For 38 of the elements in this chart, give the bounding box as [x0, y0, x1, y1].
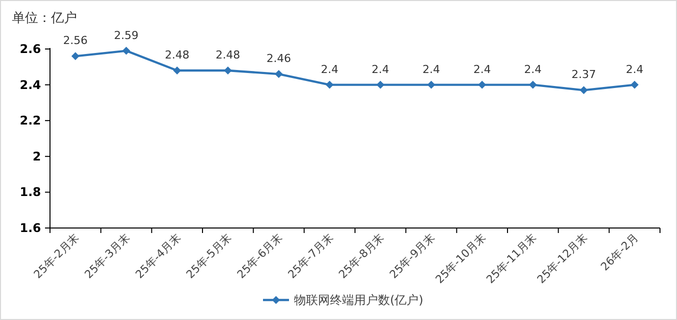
y-tick-label: 2.6: [20, 42, 41, 56]
x-tick-label: 25年-4月末: [133, 230, 184, 282]
y-tick-label: 1.6: [20, 221, 41, 235]
point: [122, 46, 130, 55]
x-tick-label: 25年-8月末: [336, 230, 387, 282]
x-tick-label: 26年-2月: [598, 230, 641, 274]
point: [274, 70, 283, 78]
data-label: 2.4: [422, 62, 440, 76]
data-label: 2.46: [266, 52, 291, 66]
x-tick-label: 25年-5月末: [184, 230, 234, 282]
data-label: 2.59: [114, 28, 138, 42]
point: [71, 52, 80, 60]
data-label: 2.37: [572, 68, 596, 82]
x-tick-label: 25年-12月末: [534, 230, 590, 286]
y-tick-label: 2.4: [20, 78, 41, 92]
y-tick-label: 1.8: [20, 185, 41, 200]
data-label: 2.48: [216, 48, 240, 62]
y-tick-label: 2.2: [20, 114, 41, 128]
data-label: 2.4: [524, 62, 542, 76]
point: [478, 80, 486, 89]
x-tick-label: 25年-6月末: [234, 230, 285, 282]
y-tick-label: 2: [32, 149, 41, 164]
data-label: 2.4: [473, 62, 491, 76]
data-label: 2.4: [626, 62, 644, 76]
data-label: 2.4: [320, 62, 338, 76]
point: [376, 80, 384, 89]
legend-label: 物联网终端用户数(亿户): [294, 293, 424, 307]
data-label: 2.48: [164, 48, 190, 62]
point: [326, 80, 334, 89]
x-tick-label: 25年-7月末: [286, 230, 336, 282]
point: [528, 80, 537, 89]
point: [427, 80, 436, 89]
data-label: 2.4: [372, 62, 390, 76]
point: [630, 80, 639, 89]
point: [580, 86, 588, 94]
y-axis-title: 单位：亿户: [12, 11, 77, 26]
data-label: 2.56: [63, 34, 88, 48]
x-tick-label: 25年-3月末: [82, 230, 132, 282]
